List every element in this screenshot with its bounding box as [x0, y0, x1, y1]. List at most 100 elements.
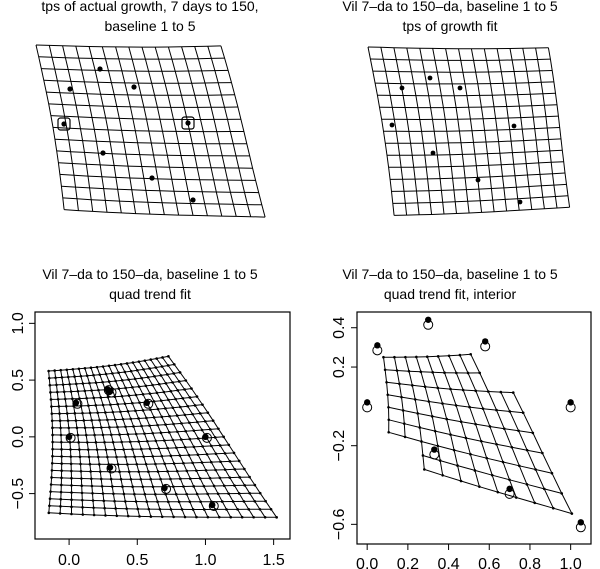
grid-node — [50, 462, 54, 465]
grid-node — [89, 366, 93, 370]
grid-node — [551, 506, 555, 510]
grid-node — [459, 479, 463, 483]
grid-node — [172, 515, 175, 519]
grid-node — [382, 355, 385, 359]
grid-node — [208, 428, 212, 431]
grid-node — [126, 410, 130, 413]
grid-node — [73, 375, 76, 378]
grid-node — [222, 484, 226, 488]
grid-node — [55, 383, 58, 387]
grid-node — [419, 370, 423, 374]
grid-node — [404, 355, 407, 359]
grid-node — [67, 426, 71, 430]
grid-node — [118, 470, 121, 474]
grid-node — [195, 515, 198, 519]
grid-node — [490, 473, 494, 477]
grid-node — [140, 424, 143, 428]
x-tick-label: 0.4 — [437, 556, 459, 569]
grid-node — [169, 477, 172, 481]
grid-node — [110, 433, 113, 437]
landmark-point — [161, 484, 168, 492]
y-tick-label: 0.0 — [10, 426, 27, 448]
grid-node — [459, 420, 463, 423]
grid-node — [198, 412, 202, 415]
grid-node — [154, 439, 158, 443]
grid-col-line — [406, 47, 433, 215]
grid-node — [106, 395, 110, 399]
grid-node — [166, 373, 169, 376]
grid-node — [541, 451, 544, 455]
grid-node — [159, 399, 163, 402]
grid-node — [401, 409, 405, 412]
grid-node — [133, 455, 136, 459]
grid-node — [109, 477, 113, 481]
grid-node — [50, 469, 54, 472]
y-tick-label: −0.6 — [331, 508, 348, 540]
grid-node — [126, 433, 130, 436]
grid-col-line — [48, 45, 79, 211]
grid-node — [196, 437, 200, 440]
grid-node — [175, 446, 178, 450]
grid-node — [525, 483, 529, 486]
grid-node — [65, 368, 69, 372]
grid-node — [395, 369, 399, 372]
grid-node — [172, 422, 175, 426]
grid-node — [199, 500, 202, 504]
grid-node — [126, 514, 130, 518]
grid-node — [180, 422, 183, 425]
grid-node — [69, 455, 73, 458]
grid-node — [469, 352, 472, 356]
grid-node — [131, 448, 134, 451]
grid-node — [146, 375, 150, 379]
panel-quad-trend-fit: Vil 7–da to 150–da, baseline 1 to 5 quad… — [0, 262, 300, 569]
landmark-point — [106, 464, 114, 471]
grid-node — [473, 469, 477, 472]
grid-node — [438, 459, 442, 462]
grid-node — [93, 433, 96, 437]
grid-node — [531, 431, 535, 435]
grid-node — [190, 387, 193, 390]
grid-node — [74, 382, 78, 386]
quad-trend-interior-plot: 0.0 0.2 0.4 0.6 0.8 1.0 −0.6 −0.2 0.2 0.4 — [331, 311, 592, 569]
grid-node — [98, 373, 102, 376]
grid-col-line — [207, 46, 252, 217]
grid-node — [511, 391, 515, 394]
grid-node — [263, 515, 267, 519]
grid-node — [485, 456, 489, 460]
grid-node — [137, 440, 141, 443]
grid-node — [113, 448, 117, 451]
grid-node — [560, 492, 564, 495]
grid-node — [149, 477, 153, 481]
grid-node — [137, 385, 141, 388]
grid-node — [398, 382, 401, 386]
grid-node — [202, 508, 206, 511]
grid-node — [156, 470, 160, 473]
grid-node — [407, 369, 411, 373]
grid-node — [191, 508, 195, 511]
grid-node — [454, 404, 458, 407]
grid-node — [149, 358, 153, 361]
grid-node — [81, 382, 85, 385]
grid-node — [141, 485, 145, 489]
landmark-point — [481, 338, 489, 345]
grid-node — [458, 353, 462, 357]
grid-node — [449, 433, 452, 436]
grid-node — [48, 497, 52, 500]
grid-node — [100, 426, 103, 429]
grid-node — [227, 443, 231, 447]
grid-node — [443, 371, 446, 375]
grid-node — [201, 403, 204, 406]
grid-node — [62, 390, 66, 394]
landmark-dot — [389, 122, 395, 128]
grid-node — [106, 455, 109, 459]
grid-node — [223, 468, 227, 471]
grid-node — [195, 469, 198, 472]
grid-node — [71, 397, 74, 401]
grid-node — [237, 459, 241, 463]
landmark-dot — [100, 150, 106, 156]
grid-node — [180, 508, 184, 511]
landmark-dot — [190, 197, 196, 203]
grid-node — [113, 499, 116, 503]
grid-node — [121, 417, 125, 421]
grid-node — [135, 463, 139, 466]
